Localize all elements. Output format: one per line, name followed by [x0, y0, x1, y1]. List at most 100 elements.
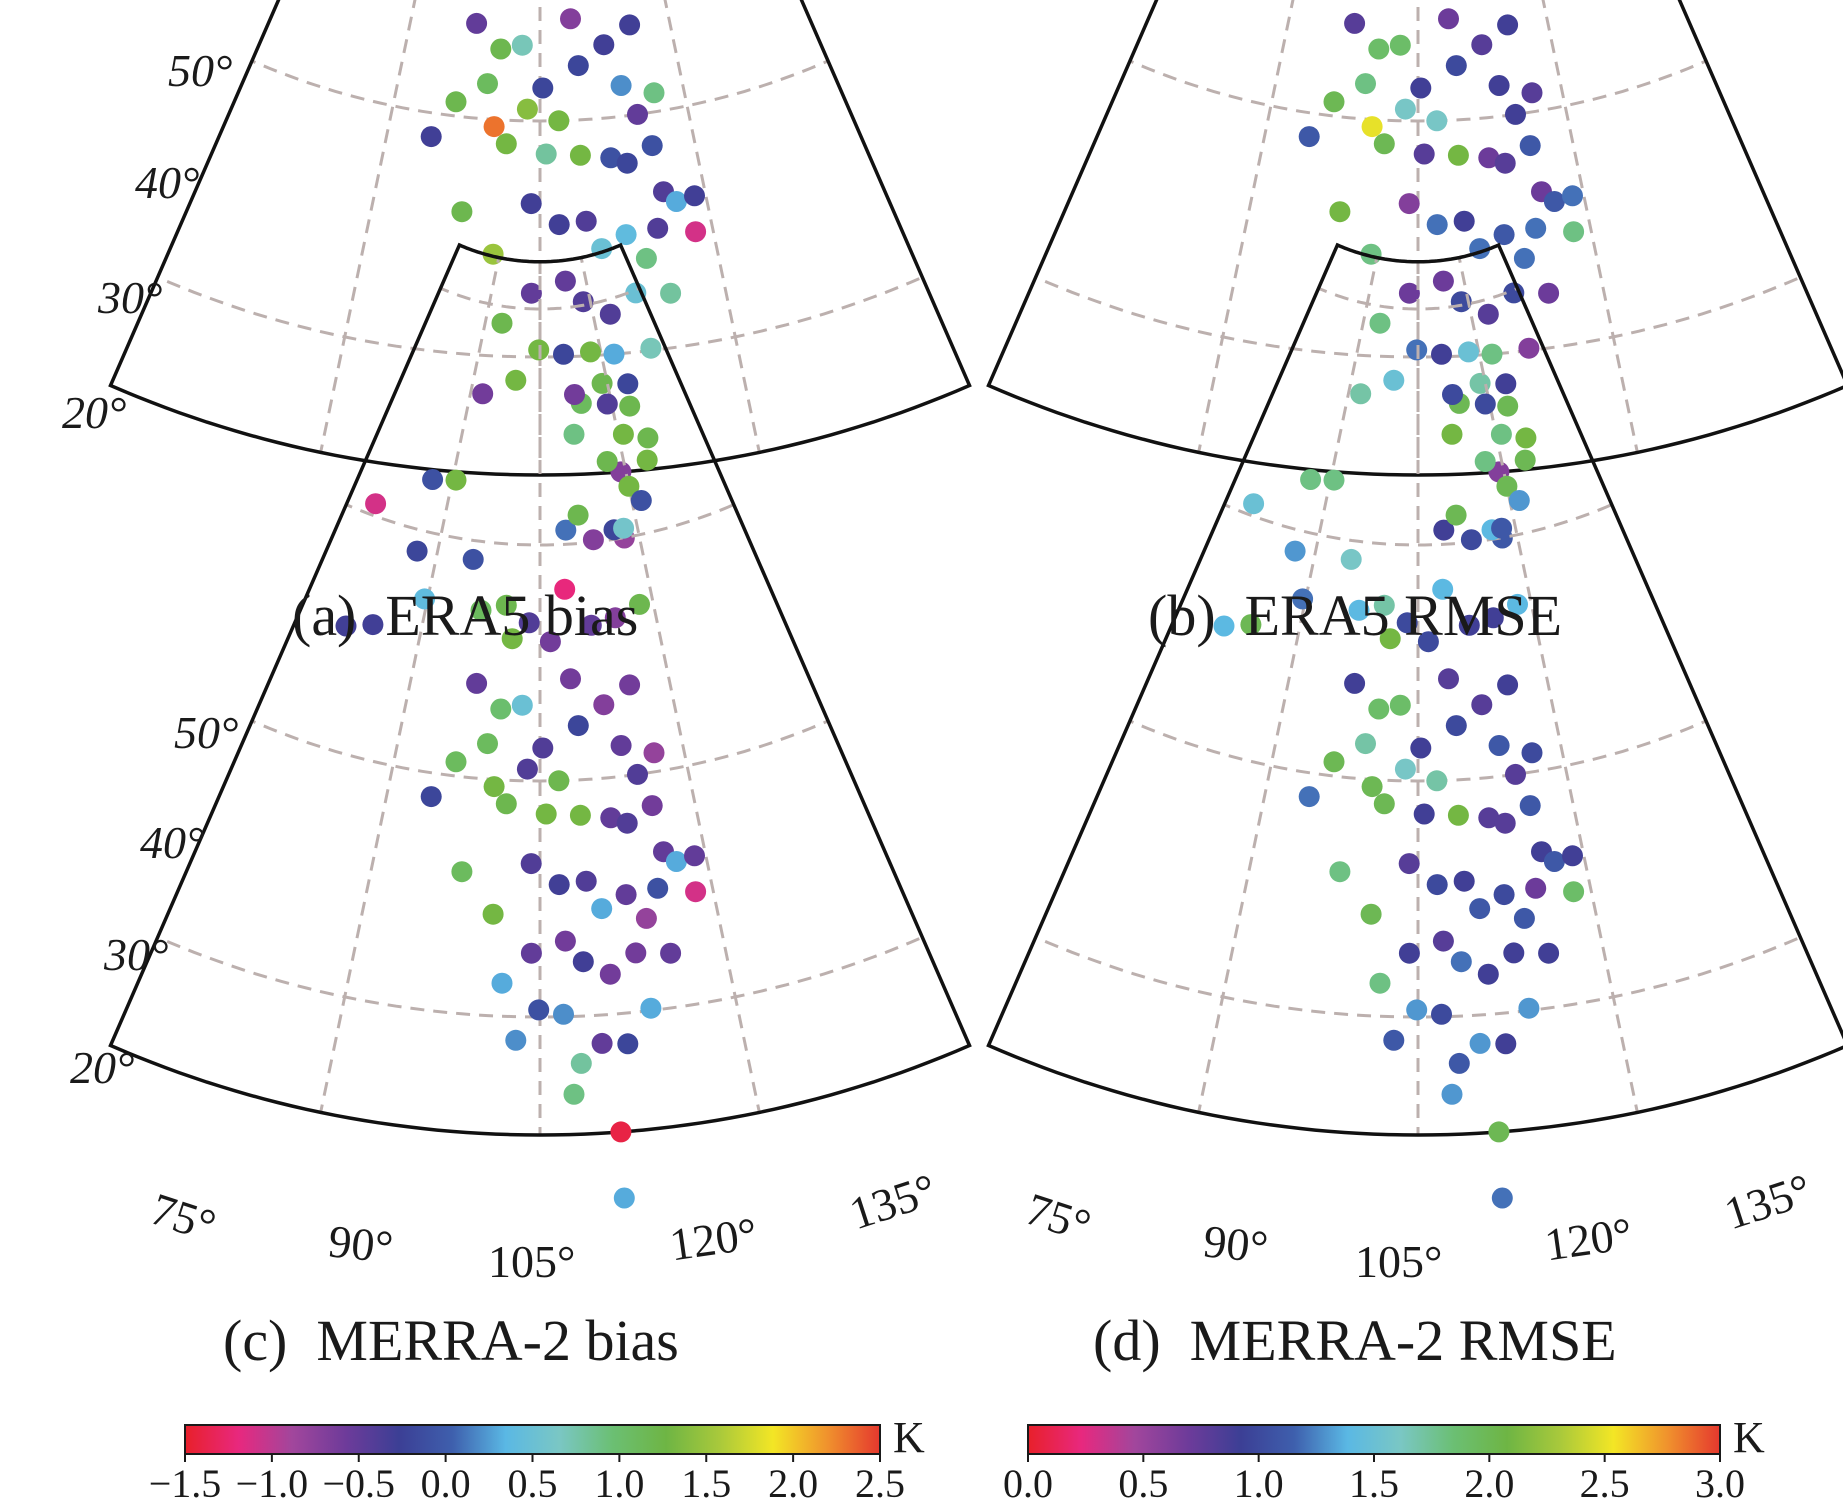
station-marker: [1519, 135, 1541, 157]
station-marker: [1379, 628, 1401, 650]
station-marker: [466, 672, 488, 694]
lon-label-105: 105°: [488, 1236, 575, 1287]
station-marker: [1505, 103, 1526, 125]
station-marker: [1495, 1033, 1517, 1055]
station-marker: [629, 593, 650, 615]
station-marker: [1441, 423, 1463, 445]
station-marker: [1426, 770, 1448, 792]
station-marker: [1469, 1032, 1491, 1054]
station-marker: [491, 972, 513, 994]
station-marker: [617, 373, 639, 395]
station-marker: [1355, 733, 1376, 755]
map-frame: [108, 242, 972, 1137]
station-marker: [1450, 951, 1472, 973]
station-marker: [1563, 881, 1585, 903]
station-marker: [483, 776, 505, 798]
colorbar-bias-unit: K: [893, 1413, 925, 1462]
lat-label-50: 50°: [168, 45, 232, 96]
station-marker: [477, 73, 498, 95]
station-marker: [1518, 337, 1540, 359]
colorbar-tick-label: −1.0: [236, 1461, 309, 1506]
lon-labels-bottom-left: 75° 90° 105° 120° 135°: [145, 1164, 942, 1287]
station-marker: [1490, 423, 1512, 445]
station-marker: [1474, 451, 1496, 472]
station-marker: [641, 135, 663, 157]
station-marker: [635, 247, 657, 269]
station-marker: [1383, 1029, 1405, 1051]
station-marker: [1488, 735, 1510, 756]
colorbar-tick-label: 1.0: [1234, 1461, 1284, 1506]
station-marker: [1323, 91, 1345, 113]
station-marker: [1329, 201, 1351, 223]
station-marker: [1438, 668, 1459, 690]
station-marker: [1413, 803, 1435, 825]
station-marker: [420, 786, 442, 808]
station-marker: [1458, 614, 1480, 636]
station-marker: [1394, 98, 1416, 120]
station-marker: [616, 812, 638, 834]
station-marker: [665, 851, 687, 872]
colorbar-tick-label: 0.5: [508, 1461, 558, 1506]
station-marker: [1373, 793, 1395, 815]
station-marker: [1431, 1003, 1452, 1025]
station-marker: [445, 469, 467, 491]
map-panel-era5-bias: [108, 0, 972, 549]
station-marker: [637, 427, 659, 449]
caption-c: (c) MERRA-2 bias: [223, 1308, 679, 1373]
station-marker: [362, 614, 384, 636]
colorbar-bias-ticks: −1.5 −1.0 −0.5 0.0 0.5 1.0 1.5 2.0 2.5: [149, 1454, 905, 1506]
map-frame: [108, 0, 972, 477]
meridian-75: [988, 0, 1415, 475]
colorbar-tick-label: 0.5: [1118, 1461, 1168, 1506]
station-marker: [1518, 997, 1540, 1019]
station-marker: [640, 337, 662, 359]
station-marker: [365, 493, 387, 515]
station-marker: [1488, 1121, 1510, 1143]
station-marker: [603, 343, 625, 365]
colorbar-tick-label: 2.0: [1464, 1461, 1514, 1506]
station-marker: [554, 930, 576, 952]
station-marker: [1447, 144, 1469, 166]
station-marker: [501, 628, 523, 650]
station-marker: [1348, 599, 1370, 621]
lat-labels-bottom-left: 50° 40° 30° 20°: [70, 707, 238, 1093]
station-marker: [1515, 427, 1537, 449]
station-marker: [1481, 343, 1503, 365]
station-marker: [615, 224, 637, 246]
station-marker: [660, 942, 682, 964]
station-marker: [1503, 942, 1525, 964]
station-marker: [684, 845, 705, 867]
station-marker: [599, 303, 621, 325]
station-marker: [610, 735, 632, 756]
station-marker: [1360, 903, 1382, 925]
lat-label-40: 40°: [135, 157, 199, 208]
station-marker: [1562, 845, 1583, 867]
station-marker: [1368, 698, 1390, 720]
colorbar-bias: K −1.5 −1.0 −0.5 0.0 0.5 1.0 1.5 2.0 2.5: [149, 1413, 925, 1506]
station-marker: [1361, 116, 1383, 138]
station-marker: [560, 8, 581, 30]
station-marker: [1519, 795, 1541, 817]
station-marker: [600, 807, 622, 829]
station-marker: [1563, 221, 1585, 243]
colorbar-tick-label: 1.5: [1349, 1461, 1399, 1506]
station-marker: [548, 214, 570, 236]
lon-label-75: 75°: [145, 1183, 222, 1251]
station-marker: [1426, 214, 1448, 236]
station-marker: [1432, 930, 1454, 952]
station-marker: [535, 803, 557, 825]
station-marker: [563, 1083, 585, 1105]
lon-label-120: 120°: [1541, 1208, 1635, 1271]
station-marker: [1298, 126, 1320, 148]
station-marker: [1445, 715, 1467, 737]
colorbar-tick-label: 2.0: [768, 1461, 818, 1506]
lat-label-50: 50°: [174, 707, 238, 758]
station-marker: [451, 201, 473, 223]
station-marker: [630, 490, 652, 511]
station-marker: [520, 942, 542, 964]
station-marker: [640, 997, 662, 1019]
station-marker: [1448, 1052, 1470, 1074]
meridian-120: [1419, 245, 1687, 1135]
station-marker: [1396, 612, 1418, 634]
station-marker: [1398, 853, 1420, 875]
